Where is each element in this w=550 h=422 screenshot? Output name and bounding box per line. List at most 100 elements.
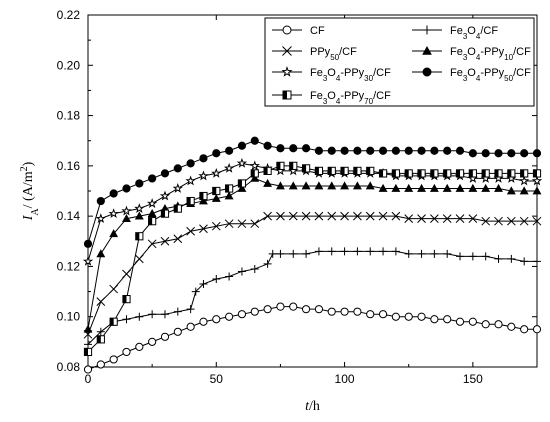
data-point — [250, 219, 260, 229]
data-point — [134, 211, 144, 220]
data-point — [289, 161, 298, 170]
data-point — [212, 315, 221, 324]
data-point — [263, 141, 272, 150]
data-point — [507, 322, 516, 331]
data-point — [520, 325, 529, 334]
data-point — [455, 146, 465, 155]
data-point — [198, 170, 209, 181]
data-point — [211, 221, 221, 231]
data-point — [507, 149, 516, 158]
y-axis-title: IA/ (A/m2) — [19, 161, 41, 221]
data-point — [379, 247, 388, 256]
data-point — [443, 169, 452, 178]
data-point — [468, 317, 477, 326]
data-point — [340, 146, 349, 155]
data-point — [108, 208, 119, 219]
data-point — [289, 144, 298, 153]
legend-marker — [282, 90, 292, 100]
data-point — [199, 154, 208, 163]
data-point — [211, 193, 221, 202]
data-point — [442, 183, 452, 192]
data-point — [96, 327, 105, 336]
data-point — [96, 249, 106, 258]
x-axis-title: t/h — [305, 399, 320, 414]
data-point — [275, 181, 285, 190]
data-point — [186, 226, 195, 236]
data-point — [212, 275, 221, 283]
legend-label: PPy50/CF — [310, 46, 357, 62]
y-tick-label: 0.08 — [57, 360, 81, 374]
data-point — [404, 146, 413, 155]
data-point — [340, 307, 349, 316]
data-point — [404, 169, 413, 178]
data-point — [172, 183, 183, 193]
data-point — [494, 254, 503, 263]
data-point — [378, 146, 388, 155]
data-point — [340, 166, 349, 175]
data-point — [430, 214, 439, 224]
data-point — [391, 183, 401, 192]
data-point — [353, 211, 362, 221]
data-point — [404, 214, 414, 224]
series-2 — [84, 247, 541, 349]
data-point — [109, 355, 118, 364]
data-point — [263, 166, 272, 175]
data-point — [429, 183, 439, 192]
data-point — [314, 247, 323, 256]
data-point — [455, 214, 465, 224]
legend-entry: Fe3O4-PPy70/CF — [272, 90, 391, 106]
data-point — [301, 181, 311, 190]
data-point — [302, 249, 311, 258]
y-tick-label: 0.14 — [57, 209, 81, 223]
data-point — [96, 335, 105, 344]
data-point — [455, 317, 465, 326]
data-point — [173, 327, 182, 336]
data-point — [109, 189, 118, 198]
y-tick-label: 0.18 — [57, 109, 81, 123]
data-point — [135, 232, 144, 241]
data-point — [532, 186, 542, 195]
data-point — [532, 149, 542, 158]
data-point — [160, 236, 170, 246]
data-point — [173, 164, 182, 173]
data-point — [237, 183, 247, 192]
legend-box — [264, 17, 535, 107]
data-point — [327, 181, 337, 190]
y-tick-label: 0.22 — [57, 8, 81, 22]
data-point — [442, 214, 452, 224]
data-point — [366, 247, 375, 256]
data-point — [225, 184, 234, 193]
data-point — [109, 229, 119, 238]
data-point — [263, 178, 273, 187]
data-point — [468, 183, 478, 192]
data-point — [96, 297, 106, 306]
data-point — [520, 257, 529, 266]
data-point — [134, 203, 145, 213]
data-point — [468, 149, 477, 158]
data-point — [250, 307, 259, 316]
data-point — [199, 191, 208, 201]
data-point — [159, 190, 171, 201]
data-point — [481, 169, 490, 178]
data-point — [468, 169, 477, 178]
data-point — [456, 252, 465, 261]
data-point — [122, 214, 131, 223]
data-point — [327, 247, 336, 256]
legend-marker — [282, 46, 292, 56]
data-point — [135, 342, 144, 351]
data-point — [443, 146, 452, 155]
y-tick-label: 0.12 — [57, 259, 81, 273]
data-point — [430, 169, 439, 178]
data-point — [148, 174, 157, 183]
data-point — [191, 287, 200, 296]
data-point — [250, 169, 259, 178]
data-point — [160, 310, 169, 319]
data-point — [122, 315, 131, 324]
legend-entry: Fe3O4/CF — [412, 25, 498, 41]
data-point — [378, 183, 388, 192]
data-point — [455, 183, 465, 192]
data-point — [327, 307, 336, 316]
data-point — [481, 216, 491, 226]
data-point — [276, 144, 285, 153]
data-point — [353, 166, 362, 175]
